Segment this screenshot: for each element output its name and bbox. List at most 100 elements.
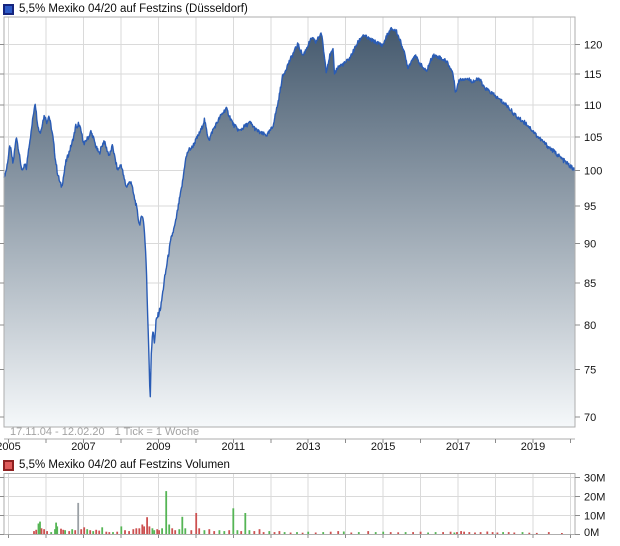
year-axis-label: 2011 (221, 441, 245, 453)
volume-bar (389, 532, 392, 534)
volume-series-marker-icon (3, 459, 14, 471)
volume-bar (449, 531, 452, 534)
volume-bar (54, 529, 56, 534)
volume-bar (86, 529, 89, 534)
price-legend: 5,5% Mexiko 04/20 auf Festzins (Düsseldo… (3, 3, 248, 15)
volume-bar (561, 533, 563, 534)
volume-bar (105, 531, 108, 534)
price-axis-label: 120 (584, 40, 602, 52)
volume-plot-border (3, 473, 576, 535)
volume-bar (535, 532, 538, 534)
volume-bar (146, 517, 148, 534)
volume-bar (74, 530, 77, 534)
tick-interval-label: 1 Tick = 1 Woche (114, 426, 200, 438)
volume-bar (213, 531, 216, 534)
volume-bar (474, 532, 476, 534)
volume-bar (56, 526, 59, 534)
volume-bar (151, 528, 154, 534)
volume-bar (55, 522, 57, 534)
volume-bar (46, 531, 48, 534)
chart-info: 17.11.04 - 12.02.20 1 Tick = 1 Woche (10, 427, 199, 438)
volume-bar (442, 532, 444, 534)
volume-bar (460, 531, 462, 534)
volume-bar (37, 523, 40, 534)
volume-bar (171, 528, 174, 534)
volume-bar (80, 529, 83, 534)
volume-bar (301, 532, 304, 534)
volume-bar (248, 530, 251, 534)
volume-bar (77, 502, 80, 534)
price-axis-label: 115 (584, 69, 602, 81)
volume-bar (307, 531, 310, 534)
price-axis-label: 105 (584, 132, 602, 144)
volume-bar (190, 530, 193, 534)
volume-legend: 5,5% Mexiko 04/20 auf Festzins Volumen (3, 459, 230, 471)
volume-bar (223, 531, 226, 534)
volume-bar (468, 532, 471, 534)
volume-bar (427, 532, 429, 534)
volume-bar (322, 532, 325, 534)
volume-bar (39, 521, 41, 534)
volume-bar (434, 532, 437, 534)
volume-bar (92, 531, 95, 534)
volume-bar (268, 531, 271, 534)
price-axis-label: 100 (584, 166, 602, 178)
price-axis-label: 95 (584, 201, 596, 213)
volume-bar (374, 532, 377, 534)
volume-bar (521, 532, 524, 534)
volume-bar (83, 527, 86, 534)
date-range-label: 17.11.04 - 12.02.20 (10, 426, 105, 438)
price-series-marker-icon (3, 3, 14, 15)
volume-bar (283, 532, 286, 534)
volume-bar (262, 532, 265, 534)
volume-bar (289, 532, 292, 534)
volume-bar (95, 529, 98, 534)
volume-bar (244, 513, 247, 534)
volume-bar (101, 527, 104, 534)
price-series-title: 5,5% Mexiko 04/20 auf Festzins (Düsseldo… (19, 3, 248, 15)
volume-bar (195, 513, 198, 534)
volume-bar (337, 531, 340, 534)
price-plot-border (3, 16, 576, 428)
volume-bar (148, 526, 151, 534)
volume-bar (71, 529, 74, 534)
year-axis-label: 2005 (0, 441, 21, 453)
price-axis-label: 75 (584, 364, 596, 376)
volume-bar (404, 532, 407, 534)
volume-axis-label: 30M (584, 472, 605, 484)
year-axis-label: 2009 (146, 441, 170, 453)
volume-axis-label: 0M (584, 527, 599, 539)
volume-bar (198, 528, 201, 534)
volume-bar (68, 531, 71, 534)
volume-bar (236, 530, 239, 534)
volume-bar (128, 531, 130, 534)
volume-bar (232, 508, 235, 534)
volume-bar (547, 532, 550, 534)
volume-bar (153, 530, 156, 534)
volume-bar (278, 531, 281, 534)
volume-bar (240, 531, 243, 534)
volume-bar (141, 524, 144, 534)
axis-labels: 70 75 80 85 90 95 100 105 110 115 120 2005 2007 2009 2… (0, 40, 605, 539)
volume-bar (108, 532, 111, 534)
volume-bar (168, 524, 171, 534)
volume-bar (112, 532, 114, 534)
volume-bar (120, 526, 123, 534)
volume-bar (397, 532, 400, 534)
volume-bar (181, 516, 184, 534)
volume-bar (156, 529, 159, 534)
volume-bar (513, 532, 516, 534)
price-axis-label: 90 (584, 238, 596, 250)
volume-bar (33, 531, 35, 534)
price-area (4, 27, 575, 427)
volume-bar (62, 529, 65, 534)
volume-bar (158, 530, 160, 534)
volume-bar (138, 528, 141, 534)
volume-bar (273, 532, 276, 534)
volume-bar (143, 526, 145, 534)
year-axis-label: 2007 (71, 441, 95, 453)
volume-bar (412, 532, 414, 534)
volume-series-title: 5,5% Mexiko 04/20 auf Festzins Volumen (19, 459, 230, 471)
volume-bar (367, 531, 370, 534)
volume-bar (218, 530, 221, 534)
